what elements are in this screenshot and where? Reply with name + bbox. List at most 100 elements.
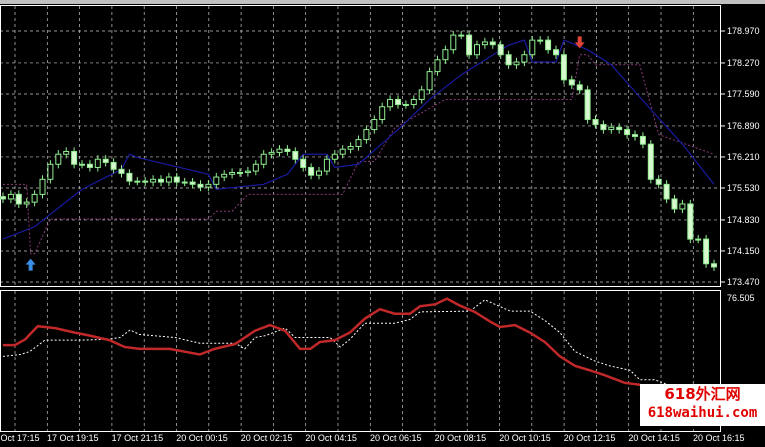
candle-body <box>244 170 251 173</box>
candle-body <box>616 126 623 131</box>
candle-body <box>276 148 283 153</box>
candle-body <box>205 183 212 188</box>
indicator-red-line <box>3 297 666 405</box>
indicator-pane-border <box>0 290 721 432</box>
candle-body <box>189 181 196 185</box>
candle-body <box>308 166 315 176</box>
buy-arrow-icon <box>25 258 36 271</box>
candle-body <box>252 163 259 172</box>
candle-body <box>560 54 567 81</box>
candle-body <box>410 98 417 105</box>
candle-body <box>355 139 362 147</box>
candle-body <box>260 153 267 165</box>
candle-body <box>639 135 646 145</box>
candle-body <box>466 34 473 56</box>
watermark-logo: 618外汇网 618waihui.com <box>640 384 765 426</box>
candle-body <box>703 238 710 265</box>
candle-body <box>173 176 180 183</box>
candle-body <box>600 124 607 131</box>
candle-body <box>592 119 599 126</box>
candle-body <box>237 171 243 174</box>
candle-body <box>529 39 536 56</box>
candle-body <box>7 193 14 200</box>
candle-body <box>79 163 85 166</box>
price-label: 173.470 <box>727 277 760 287</box>
candle-body <box>55 153 62 165</box>
time-label: 20 Oct 00:15 <box>176 433 228 443</box>
candle-body <box>537 39 544 42</box>
candle-body <box>434 59 441 73</box>
main-pane-border <box>0 5 721 287</box>
candle-body <box>553 49 559 56</box>
candle-body <box>474 44 480 56</box>
candle-body <box>379 106 386 121</box>
candle-body <box>632 134 638 137</box>
time-label: 20 Oct 14:15 <box>628 433 680 443</box>
price-label: 174.830 <box>727 214 760 225</box>
time-label: 20 Oct 02:15 <box>240 433 293 443</box>
candle-body <box>323 158 330 172</box>
candle-body <box>513 61 520 66</box>
price-label: 176.210 <box>727 151 760 162</box>
candle-body <box>576 84 583 91</box>
time-label: 20 Oct 16:15 <box>693 433 745 443</box>
candle-body <box>450 34 457 51</box>
time-label: 20 Oct 04:15 <box>305 433 357 443</box>
candle-body <box>497 44 504 56</box>
candle-body <box>71 150 78 165</box>
sell-arrow-icon <box>574 36 585 49</box>
watermark-line1: 618外汇网 <box>664 385 741 403</box>
candle-body <box>663 183 670 200</box>
price-label: 175.530 <box>727 182 760 193</box>
candle-body <box>63 150 70 155</box>
price-label: 174.150 <box>727 245 760 256</box>
candle-body <box>339 148 346 155</box>
candle-body <box>213 176 220 185</box>
time-label: 20 Oct 10:15 <box>499 433 551 443</box>
candle-body <box>86 163 93 168</box>
candle-body <box>458 34 465 37</box>
time-label: 20 Oct 12:15 <box>563 433 616 443</box>
candle-body <box>347 145 354 150</box>
candle-body <box>292 150 299 160</box>
candle-body <box>118 168 125 174</box>
candle-body <box>395 98 401 105</box>
candle-body <box>426 71 433 91</box>
time-label: 17 Oct 17:15 <box>0 433 40 443</box>
candle-body <box>23 201 30 205</box>
candle-body <box>221 173 228 178</box>
candle-body <box>655 178 662 185</box>
candle-body <box>158 178 164 183</box>
candle-body <box>505 54 512 66</box>
candle-body <box>481 41 488 46</box>
time-label: 20 Oct 08:15 <box>434 433 487 443</box>
candle-body <box>545 39 552 51</box>
candle-body <box>102 158 109 163</box>
candle-body <box>521 54 528 63</box>
candle-body <box>165 176 172 183</box>
price-label: 177.590 <box>727 88 760 99</box>
candle-body <box>687 203 694 240</box>
candle-body <box>387 98 394 108</box>
candle-body <box>402 103 409 106</box>
candle-body <box>363 129 370 141</box>
candle-body <box>711 263 717 268</box>
candle-body <box>442 49 449 61</box>
candle-body <box>142 180 149 183</box>
window-top-bar <box>0 0 765 4</box>
candle-body <box>181 181 188 184</box>
candle-body <box>197 183 204 188</box>
candle-body <box>126 172 133 182</box>
time-label: 20 Oct 06:15 <box>370 433 422 443</box>
candle-body <box>671 198 678 210</box>
candle-body <box>110 161 117 170</box>
signal-dotted-line <box>2 299 691 395</box>
candle-body <box>489 41 496 46</box>
candle-body <box>15 193 22 205</box>
candle-body <box>47 163 54 180</box>
price-label: 176.890 <box>727 120 760 131</box>
candle-body <box>94 158 101 168</box>
candle-body <box>647 143 654 180</box>
time-label: 17 Oct 19:15 <box>47 433 99 443</box>
